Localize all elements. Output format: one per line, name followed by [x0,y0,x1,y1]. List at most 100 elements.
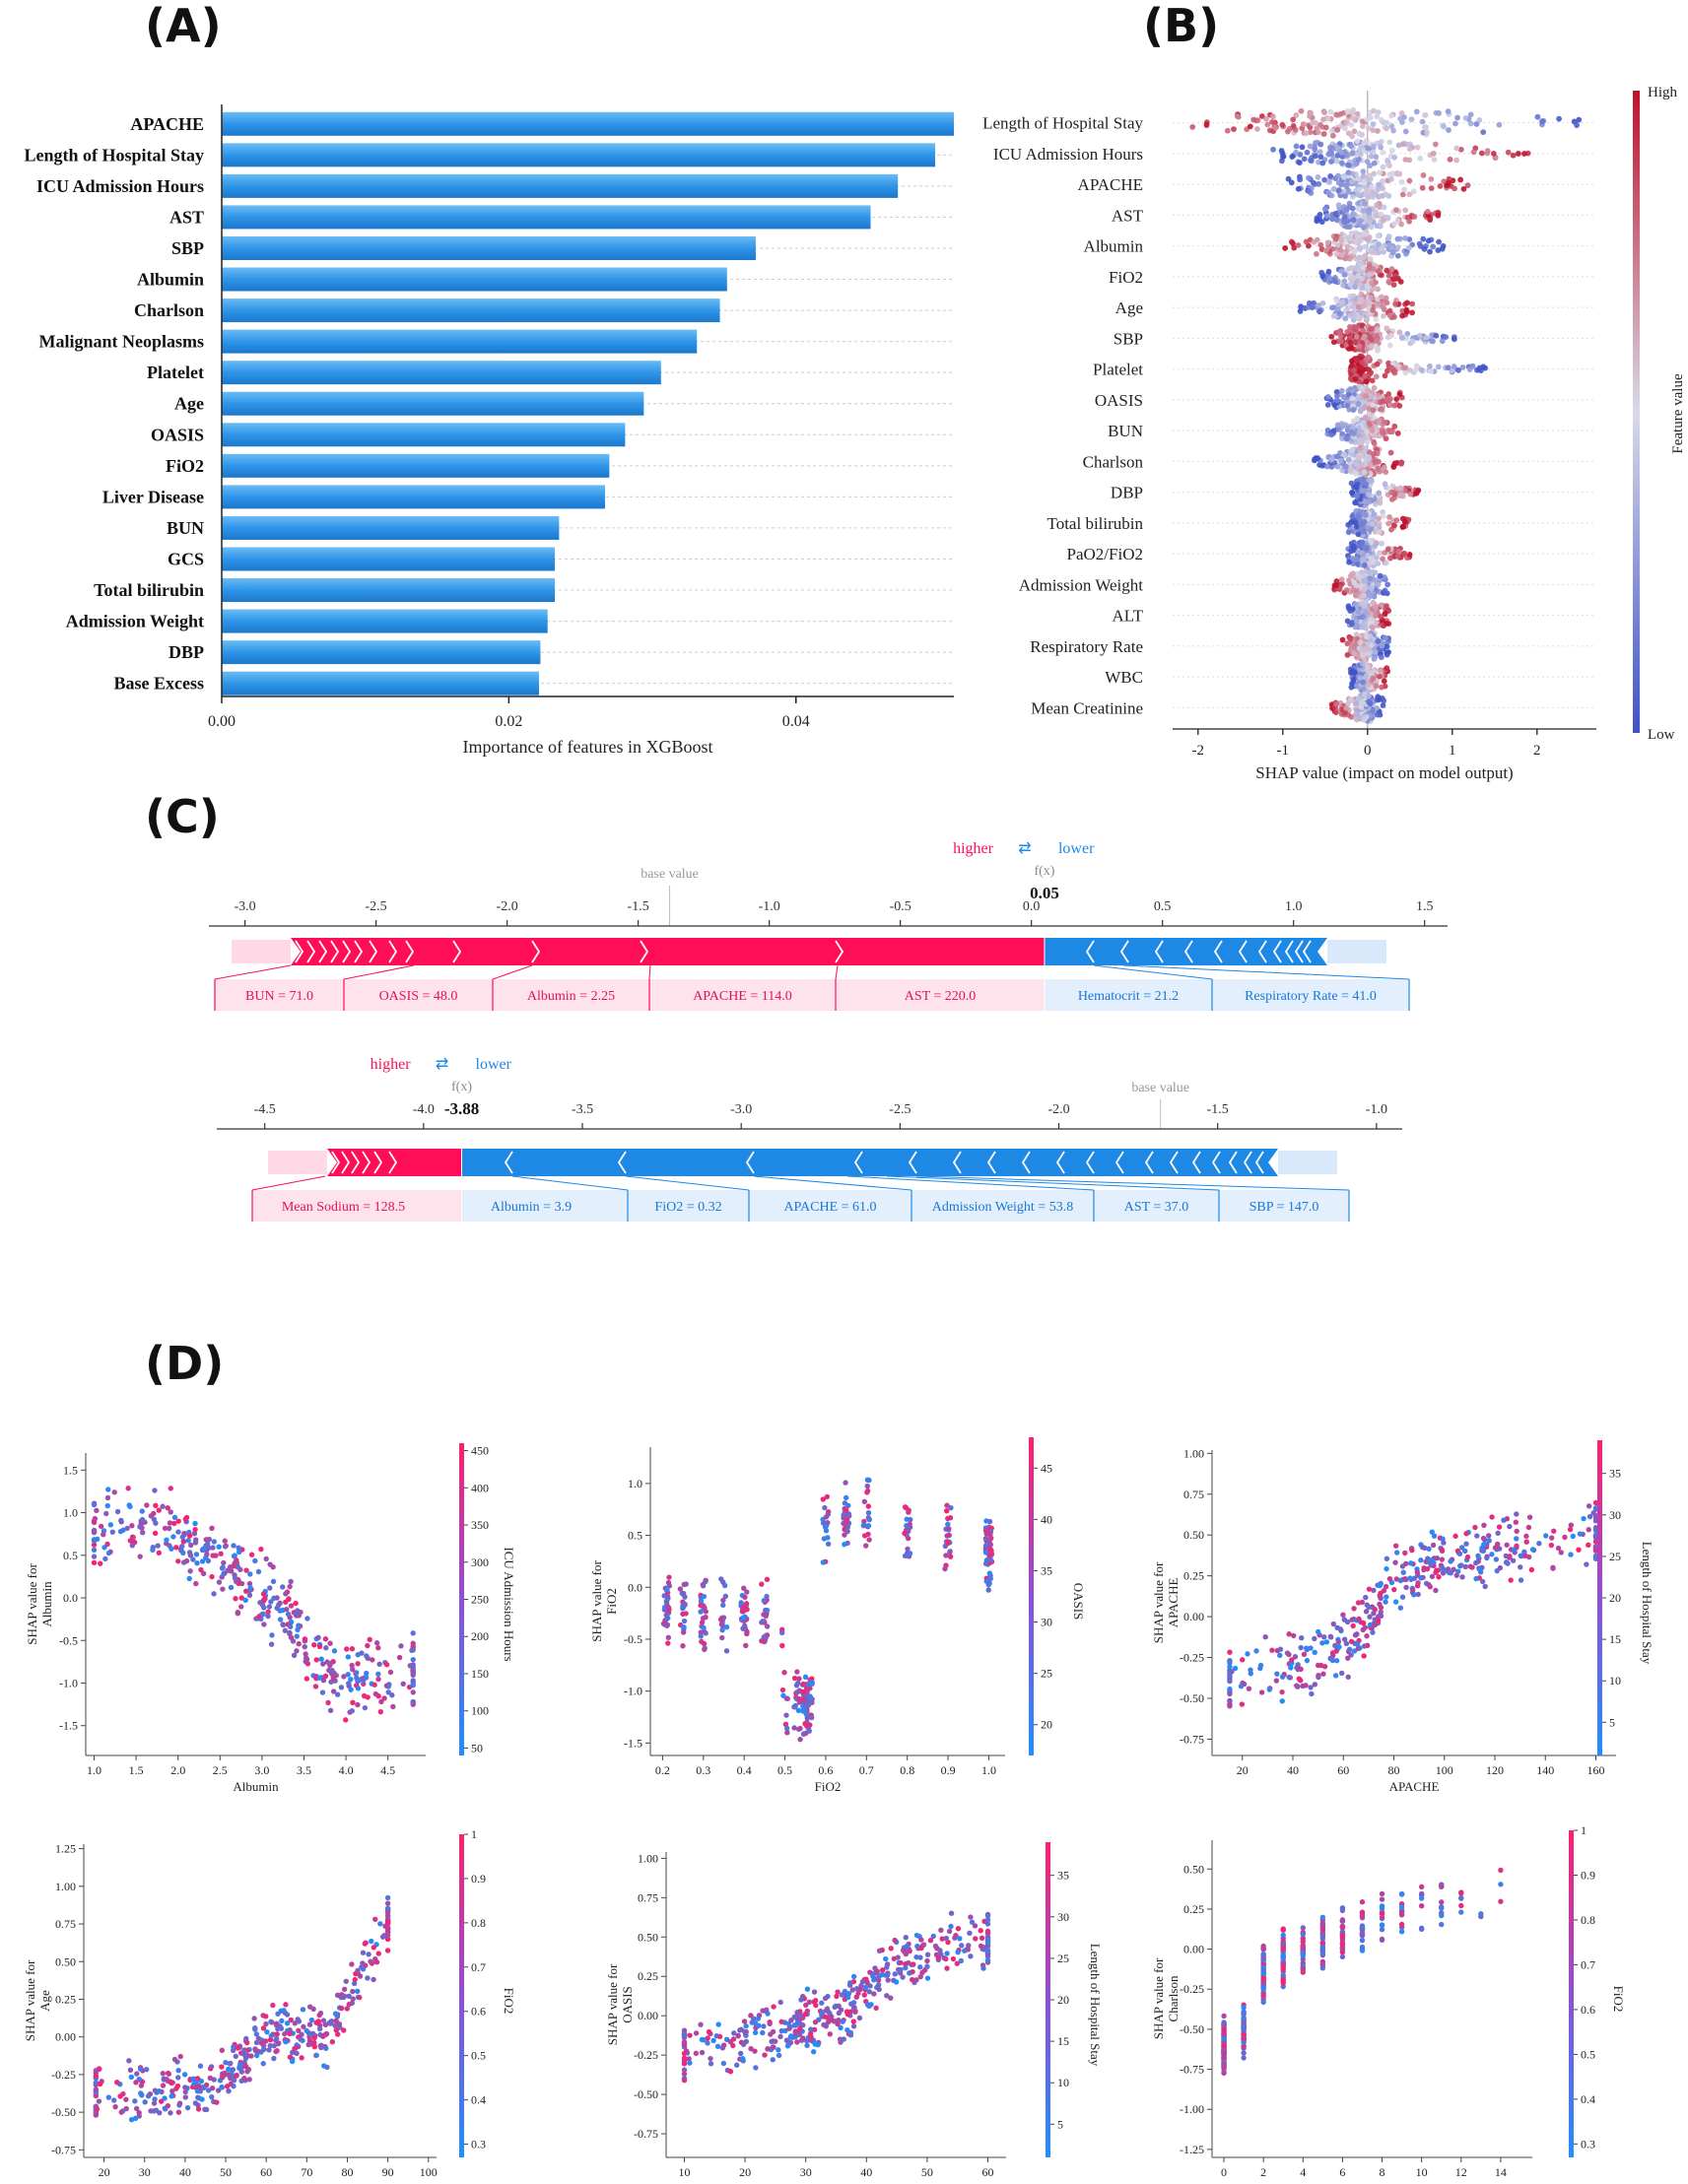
dependence-point [325,1699,331,1706]
dependence-point [362,1704,369,1711]
dependence-point [663,1617,670,1622]
dependence-point [1258,1689,1265,1695]
shap-point [1350,543,1357,550]
shap-point [1398,221,1404,228]
beeswarm-row [1328,691,1387,725]
shap-point [1362,445,1369,451]
dependence-point [381,1695,387,1701]
y-tick-label: -0.5 [624,1632,642,1646]
shap-point [1401,550,1408,557]
shap-point [1307,112,1313,119]
dependence-point [1384,1565,1389,1572]
shap-point [1399,515,1406,522]
shap-point [1299,144,1306,151]
dependence-point [1359,1599,1366,1606]
dependence-point [300,2007,306,2013]
dependence-point [1529,1547,1536,1553]
shap-point [1368,295,1375,300]
shap-point [1353,700,1360,707]
shap-point [1319,299,1326,306]
dependence-point [1514,1536,1519,1542]
shap-point [1370,407,1377,414]
dependence-point [371,1682,377,1688]
shap-point [1350,570,1356,577]
shap-point [1430,243,1437,250]
shap-point [1467,120,1474,127]
dependence-point [1414,1569,1421,1575]
shap-point [1361,646,1367,653]
dependence-point [129,1523,135,1529]
dependence-point [262,1596,268,1602]
dependence-point [1286,1631,1292,1637]
shap-point [1383,191,1388,198]
shap-point [1371,107,1377,114]
x-tick-label: -1 [1277,743,1290,759]
beeswarm-row [1324,414,1401,447]
dependence-point [1411,1592,1417,1598]
y-tick-label: 1.0 [628,1477,642,1490]
shap-point [1344,152,1351,159]
shap-point [1328,333,1335,340]
shap-point [1328,456,1335,463]
shap-point [1394,430,1401,436]
shap-point [1365,311,1372,317]
shap-point [1308,157,1314,164]
dependence-point [1361,1653,1367,1659]
y-tick-label: 0.25 [1183,1569,1204,1583]
shap-point [1333,298,1340,304]
shap-point [1347,635,1354,642]
shap-point [1311,238,1317,245]
shap-point [1360,679,1367,686]
dependence-point [698,1633,704,1639]
dependence-point [1489,1514,1495,1520]
shap-point [1383,560,1389,566]
shap-point [1316,180,1322,187]
x-tick-label: 120 [1486,1763,1504,1777]
dependence-point [243,1588,249,1594]
shap-point [1338,338,1344,345]
shap-point [1365,145,1371,152]
shap-point [1379,294,1385,300]
shap-point [1337,123,1344,129]
shap-point [1337,111,1344,117]
x-tick-label: 0.8 [900,1763,914,1777]
dependence-point [1312,1635,1317,1642]
shap-point [1279,121,1286,128]
shap-point [1388,123,1395,129]
force-blue-label: Admission Weight = 53.8 [932,1200,1073,1215]
force-red-label: Albumin = 2.25 [527,989,615,1004]
shap-point [1330,132,1336,139]
bar-category-label: GCS [168,549,204,568]
panel-d-dependence-plots: 1.0 1.5 2.0 2.5 3.0 3.5 4.0 4.5-1.5-1.0-0.50.00… [23,1437,1654,2184]
shap-point [1334,127,1341,133]
dependence-point [802,1721,808,1727]
shap-point [1350,668,1357,675]
shap-point [1341,272,1348,278]
shap-point [1349,115,1356,121]
dependence-point [1269,1647,1275,1653]
x-tick-label: 140 [1536,1763,1554,1777]
panel-label-c: (C) [145,790,220,843]
dependence-point [1493,1556,1500,1562]
shap-point [1366,271,1373,278]
shap-point [1361,488,1368,494]
shap-point [1376,181,1382,188]
shap-point [1391,369,1398,376]
dependence-point [246,1592,253,1598]
shap-point [1328,215,1335,222]
beeswarm-row [1297,291,1416,323]
x-tick-label: 3.5 [297,1763,311,1777]
shap-point [1344,402,1351,409]
dependence-point [1227,1701,1233,1707]
dependence-point [1568,1552,1574,1557]
dependence-point [350,1666,356,1673]
dependence-point [1570,1533,1576,1540]
shap-point [1272,124,1279,131]
shap-point [1386,514,1392,520]
dependence-point [233,1596,238,1602]
shap-point [1384,603,1389,610]
shap-point [1325,394,1331,400]
shap-point [1360,172,1367,179]
shap-point [1298,107,1305,114]
